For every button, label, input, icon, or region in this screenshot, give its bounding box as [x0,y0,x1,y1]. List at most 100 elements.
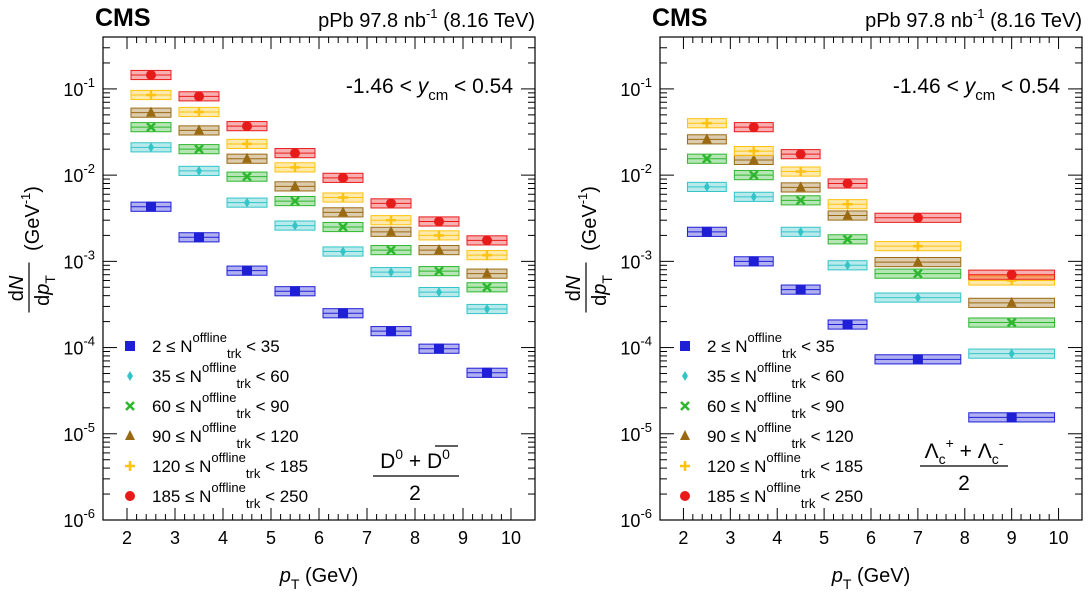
legend-label-2-35: 2 ≤ Nofflinetrk < 35 [152,330,280,361]
experiment-label: CMS [652,4,708,32]
x-tick-label: 8 [410,528,420,548]
particle-formula: D0 + D0 2 [373,445,459,505]
y-title-unit: (GeV-1) [18,186,44,251]
data-point-60-90 [913,268,923,279]
legend-label-60-90: 60 ≤ Nofflinetrk < 90 [707,390,844,421]
y-title-denominator: dpT [32,275,58,306]
data-point-120-185 [242,138,252,149]
particle-denominator: 2 [409,482,421,505]
data-point-90-120 [842,209,853,220]
data-point-60-90 [748,170,759,181]
x-tick-label: 9 [1007,528,1017,548]
data-point-2-35 [482,367,492,378]
data-point-35-60 [750,191,757,202]
data-point-185-250 [842,178,853,189]
legend-marker-2-35 [680,341,690,351]
legend-label-185-250: 185 ≤ Nofflinetrk < 250 [152,480,308,511]
y-tick-label: 10-3 [620,247,652,272]
data-point-120-185 [482,250,492,261]
y-title-unit: (GeV-1) [575,186,601,251]
x-tick-label: 7 [913,528,923,548]
data-point-60-90 [795,195,806,206]
data-point-185-250 [482,235,492,246]
data-point-2-35 [1006,412,1017,423]
data-point-120-185 [842,199,853,210]
data-point-35-60 [148,142,154,153]
legend-marker-185-250 [680,491,690,501]
legend-marker-60-90 [680,401,690,411]
x-axis-title: pT (GeV) [279,565,359,592]
legend-marker-90-120 [680,430,690,440]
data-point-185-250 [748,122,759,133]
legend-label-185-250: 185 ≤ Nofflinetrk < 250 [707,480,863,511]
data-point-120-185 [701,118,712,129]
data-point-120-185 [338,192,348,203]
data-point-90-120 [748,153,759,164]
y-tick-label: 10-2 [63,161,95,186]
data-point-35-60 [797,226,804,237]
y-tick-label: 10-6 [63,506,95,531]
data-point-185-250 [290,148,300,159]
y-tick-label: 10-1 [620,75,652,100]
data-point-2-35 [795,284,806,295]
data-point-185-250 [242,121,252,132]
x-tick-label: 5 [266,528,276,548]
rapidity-range: -1.46 < ycm < 0.54 [346,75,513,104]
data-point-35-60 [292,220,298,231]
x-tick-label: 3 [725,528,735,548]
data-point-35-60 [1008,348,1015,359]
x-tick-label: 2 [122,528,132,548]
x-tick-label: 4 [772,528,782,548]
legend-marker-185-250 [125,491,135,501]
data-point-60-90 [386,245,396,255]
legend-marker-60-90 [125,401,135,411]
data-point-185-250 [194,91,204,102]
data-point-60-90 [702,153,712,164]
data-point-185-250 [386,198,396,209]
data-point-90-120 [1006,296,1017,307]
data-layer [130,69,508,378]
data-point-90-120 [338,206,348,217]
data-point-2-35 [434,343,444,354]
rapidity-range: -1.46 < ycm < 0.54 [893,75,1060,104]
data-point-120-185 [146,89,156,100]
data-point-2-35 [194,232,204,243]
data-point-35-60 [436,287,442,298]
x-tick-label: 8 [960,528,970,548]
panel-left: 2 3 4 5 6 7 8 9 10 10-6 10-5 10-4 10-3 10-2 10-1 CMS pPb… [6,4,536,592]
y-tick-label: 10-4 [63,334,95,359]
data-point-2-35 [912,354,923,365]
data-point-2-35 [242,265,252,276]
luminosity-label: pPb 97.8 nb-1 (8.16 TeV) [865,6,1082,32]
legend-marker-90-120 [125,430,135,440]
data-point-60-90 [434,266,444,277]
data-point-185-250 [146,69,156,80]
x-tick-label: 5 [819,528,829,548]
luminosity-label: pPb 97.8 nb-1 (8.16 TeV) [318,6,535,32]
x-axis-title: pT (GeV) [831,565,911,592]
data-point-35-60 [703,181,710,192]
data-point-120-185 [748,146,759,157]
x-tick-label: 6 [314,528,324,548]
data-point-60-90 [242,171,252,182]
data-point-2-35 [338,308,348,319]
data-point-90-120 [386,225,396,236]
x-tick-label: 10 [501,528,521,548]
data-point-35-60 [844,260,851,271]
data-point-60-90 [482,282,492,293]
x-tick-label: 4 [218,528,228,548]
data-point-185-250 [338,172,348,183]
data-point-2-35 [290,286,300,297]
data-point-185-250 [795,149,806,160]
data-point-60-90 [194,144,204,155]
y-tick-label: 10-4 [620,334,652,359]
data-point-90-120 [290,180,300,191]
data-point-60-90 [842,234,853,245]
x-tick-label: 7 [362,528,372,548]
y-tick-label: 10-5 [63,420,95,445]
legend-label-35-60: 35 ≤ Nofflinetrk < 60 [707,360,844,391]
data-layer [686,118,1056,423]
x-tick-label: 6 [866,528,876,548]
